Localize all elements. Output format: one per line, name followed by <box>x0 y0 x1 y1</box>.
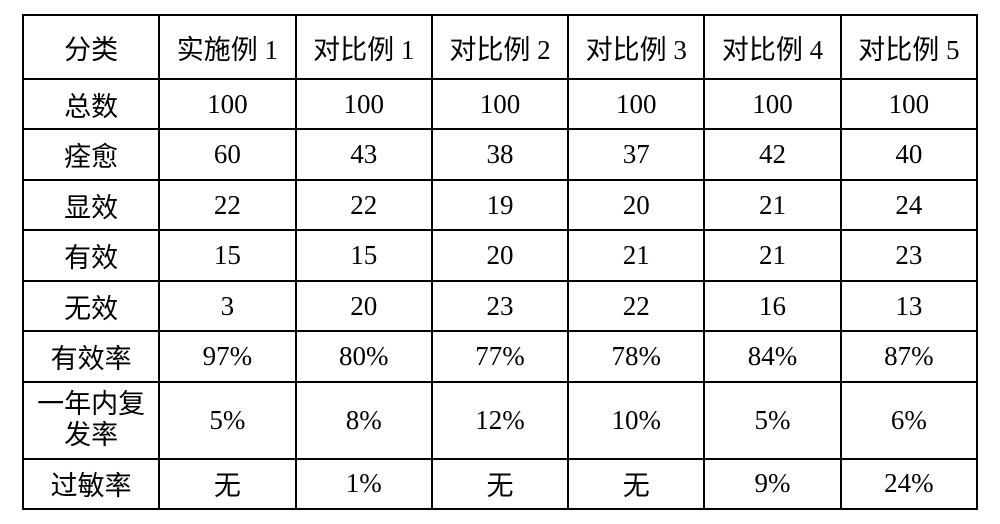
data-cell: 78% <box>568 331 704 381</box>
row-header: 有效 <box>23 230 159 280</box>
data-table: 分类 实施例 1 对比例 1 对比例 2 对比例 3 对比例 4 对比例 5 总… <box>22 14 978 510</box>
table-row: 显效 22 22 19 20 21 24 <box>23 180 977 230</box>
table-row: 无效 3 20 23 22 16 13 <box>23 281 977 331</box>
table-row: 总数 100 100 100 100 100 100 <box>23 79 977 129</box>
data-cell: 24% <box>841 459 977 509</box>
data-cell: 15 <box>159 230 295 280</box>
data-cell: 100 <box>568 79 704 129</box>
table-row: 痊愈 60 43 38 37 42 40 <box>23 129 977 179</box>
row-header: 痊愈 <box>23 129 159 179</box>
row-header: 过敏率 <box>23 459 159 509</box>
data-cell: 3 <box>159 281 295 331</box>
data-cell: 21 <box>704 180 840 230</box>
data-cell: 40 <box>841 129 977 179</box>
data-cell: 42 <box>704 129 840 179</box>
data-cell: 80% <box>296 331 432 381</box>
data-cell: 20 <box>296 281 432 331</box>
data-cell: 21 <box>568 230 704 280</box>
data-cell: 84% <box>704 331 840 381</box>
table-row: 有效率 97% 80% 77% 78% 84% 87% <box>23 331 977 381</box>
data-cell: 21 <box>704 230 840 280</box>
data-cell: 22 <box>568 281 704 331</box>
col-header: 对比例 1 <box>296 15 432 79</box>
data-cell: 19 <box>432 180 568 230</box>
table-body: 总数 100 100 100 100 100 100 痊愈 60 43 38 3… <box>23 79 977 509</box>
table-head: 分类 实施例 1 对比例 1 对比例 2 对比例 3 对比例 4 对比例 5 <box>23 15 977 79</box>
col-header: 对比例 4 <box>704 15 840 79</box>
data-cell: 100 <box>841 79 977 129</box>
data-cell: 100 <box>296 79 432 129</box>
data-cell: 100 <box>159 79 295 129</box>
data-cell: 5% <box>159 382 295 459</box>
data-cell: 23 <box>841 230 977 280</box>
data-cell: 10% <box>568 382 704 459</box>
data-cell: 20 <box>568 180 704 230</box>
row-header: 一年内复发率 <box>23 382 159 459</box>
data-cell: 15 <box>296 230 432 280</box>
col-header: 对比例 3 <box>568 15 704 79</box>
col-header: 对比例 5 <box>841 15 977 79</box>
data-cell: 13 <box>841 281 977 331</box>
data-cell: 100 <box>432 79 568 129</box>
data-cell: 无 <box>159 459 295 509</box>
data-cell: 16 <box>704 281 840 331</box>
data-cell: 100 <box>704 79 840 129</box>
data-cell: 24 <box>841 180 977 230</box>
data-cell: 无 <box>568 459 704 509</box>
corner-cell: 分类 <box>23 15 159 79</box>
col-header: 对比例 2 <box>432 15 568 79</box>
data-cell: 22 <box>159 180 295 230</box>
data-cell: 6% <box>841 382 977 459</box>
data-cell: 20 <box>432 230 568 280</box>
data-cell: 12% <box>432 382 568 459</box>
table-row: 过敏率 无 1% 无 无 9% 24% <box>23 459 977 509</box>
data-cell: 38 <box>432 129 568 179</box>
data-cell: 22 <box>296 180 432 230</box>
page-container: 分类 实施例 1 对比例 1 对比例 2 对比例 3 对比例 4 对比例 5 总… <box>0 0 1000 524</box>
data-cell: 60 <box>159 129 295 179</box>
data-cell: 87% <box>841 331 977 381</box>
row-header: 显效 <box>23 180 159 230</box>
data-cell: 43 <box>296 129 432 179</box>
data-cell: 9% <box>704 459 840 509</box>
data-cell: 无 <box>432 459 568 509</box>
table-row: 有效 15 15 20 21 21 23 <box>23 230 977 280</box>
data-cell: 77% <box>432 331 568 381</box>
data-cell: 1% <box>296 459 432 509</box>
header-row: 分类 实施例 1 对比例 1 对比例 2 对比例 3 对比例 4 对比例 5 <box>23 15 977 79</box>
data-cell: 97% <box>159 331 295 381</box>
data-cell: 5% <box>704 382 840 459</box>
row-header: 总数 <box>23 79 159 129</box>
data-cell: 37 <box>568 129 704 179</box>
data-cell: 8% <box>296 382 432 459</box>
table-row: 一年内复发率 5% 8% 12% 10% 5% 6% <box>23 382 977 459</box>
col-header: 实施例 1 <box>159 15 295 79</box>
row-header: 有效率 <box>23 331 159 381</box>
data-cell: 23 <box>432 281 568 331</box>
row-header: 无效 <box>23 281 159 331</box>
